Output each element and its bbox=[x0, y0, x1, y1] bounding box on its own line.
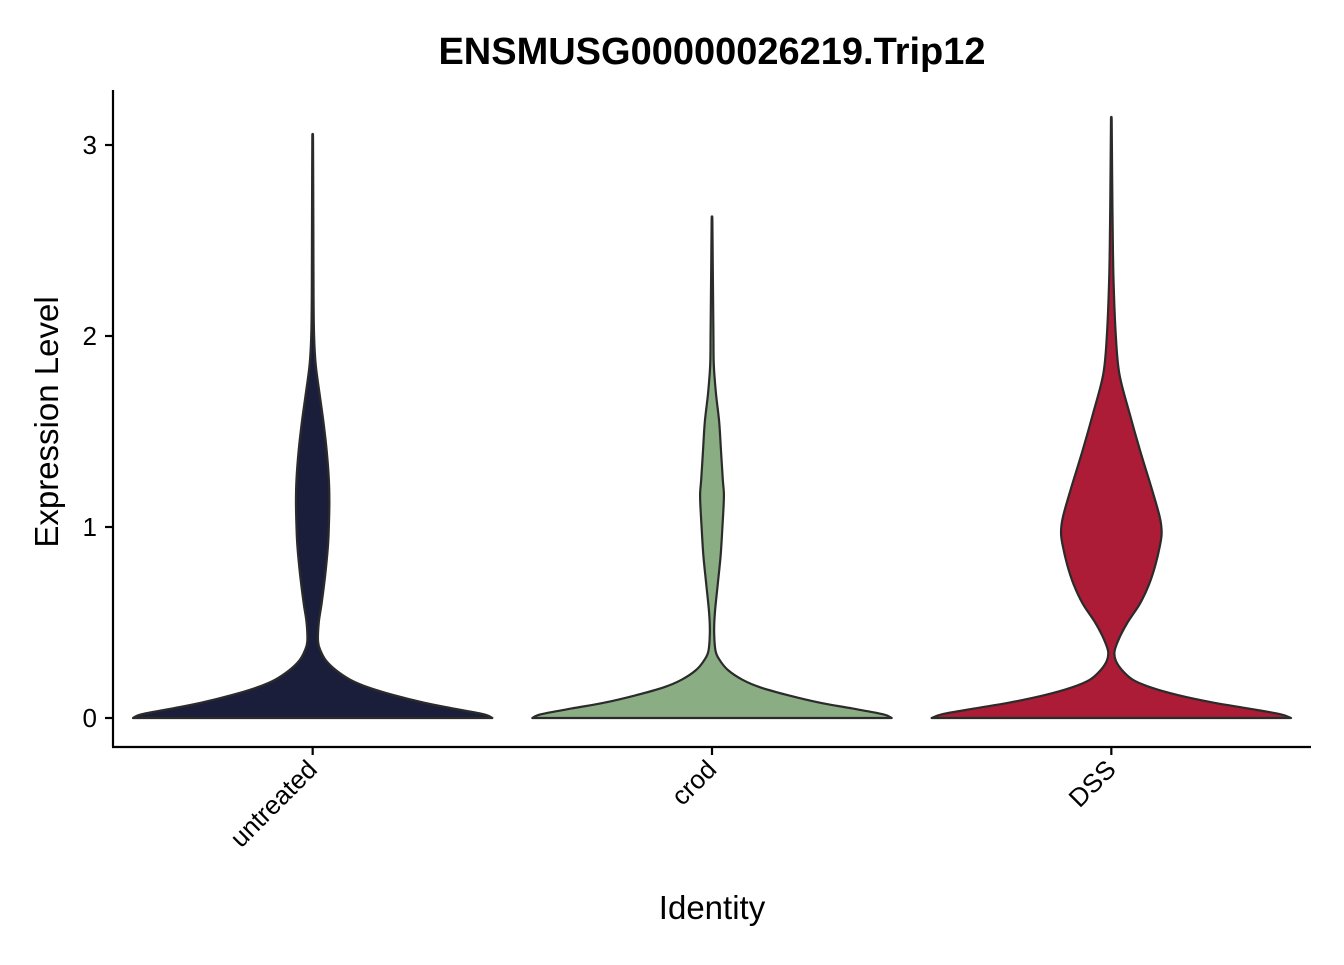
violin-untreated bbox=[131, 132, 494, 720]
y-tick-label: 2 bbox=[83, 321, 97, 351]
y-tick-label: 3 bbox=[83, 130, 97, 160]
x-tick-label-untreated: untreated bbox=[224, 754, 323, 853]
violin-layer bbox=[131, 115, 1293, 720]
x-tick-label-crod: crod bbox=[665, 754, 722, 811]
violin-crod bbox=[531, 215, 893, 720]
y-tick-label: 1 bbox=[83, 512, 97, 542]
violin-dss bbox=[930, 115, 1293, 720]
y-axis-ticks: 0 1 2 3 bbox=[83, 130, 113, 733]
chart-title: ENSMUSG00000026219.Trip12 bbox=[438, 31, 985, 73]
x-tick-label-dss: DSS bbox=[1063, 754, 1122, 813]
y-axis-title: Expression Level bbox=[28, 296, 65, 547]
y-tick-label: 0 bbox=[83, 703, 97, 733]
x-axis-title: Identity bbox=[659, 889, 766, 926]
x-axis-ticks: untreated crod DSS bbox=[224, 747, 1122, 853]
